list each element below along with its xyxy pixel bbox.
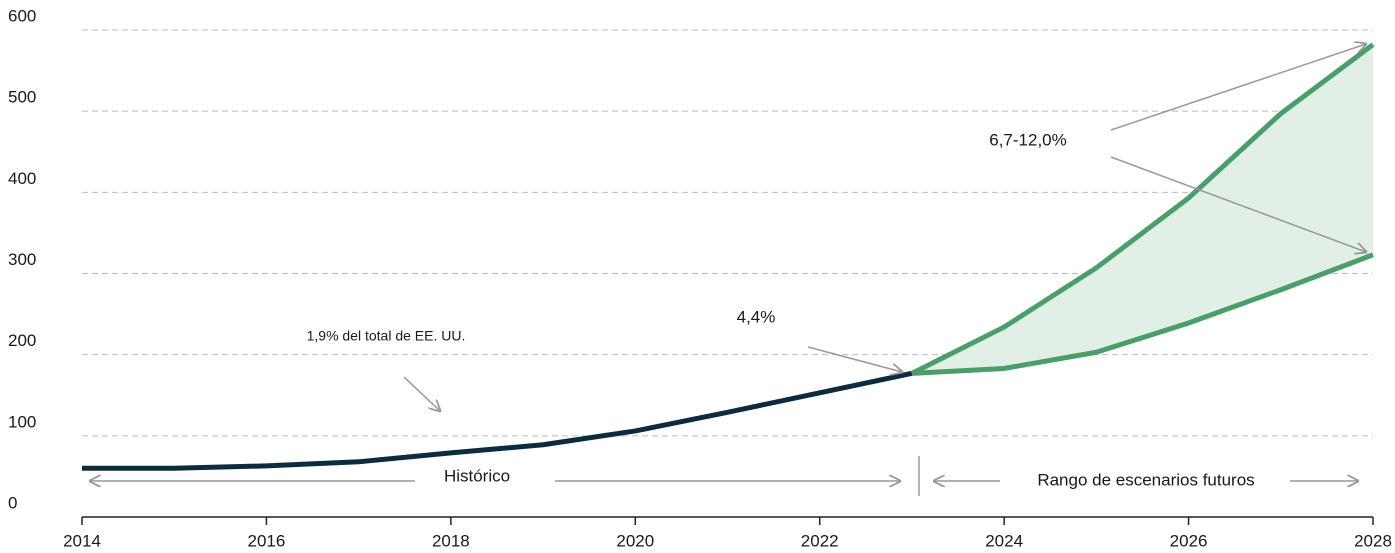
- x-tick-label: 2020: [616, 531, 654, 550]
- y-tick-label: 500: [8, 88, 36, 107]
- series-line: [82, 370, 913, 471]
- annotation: 4,4%: [737, 307, 776, 326]
- series-line: [910, 42, 1375, 376]
- range-area: [911, 44, 1373, 374]
- arrow: [1110, 156, 1366, 252]
- arrow: [807, 346, 902, 372]
- y-tick-label: 100: [8, 412, 36, 431]
- x-tick-label: 2014: [63, 531, 101, 550]
- x-tick-label: 2024: [985, 531, 1023, 550]
- series-line: [911, 252, 1374, 376]
- annotation-arrows: [90, 44, 1366, 496]
- y-tick-label: 200: [8, 331, 36, 350]
- arrow: [403, 376, 440, 411]
- annotation: 6,7-12,0%: [989, 130, 1067, 149]
- y-tick-label: 600: [8, 6, 36, 25]
- annotation: Rango de escenarios futuros: [1037, 470, 1254, 489]
- x-tick-label: 2016: [248, 531, 286, 550]
- annotation: Histórico: [444, 466, 510, 485]
- arrow: [1110, 44, 1366, 131]
- x-tick-label: 2022: [801, 531, 839, 550]
- y-tick-label: 400: [8, 169, 36, 188]
- y-tick-label: 0: [8, 493, 17, 512]
- y-tick-label: 300: [8, 250, 36, 269]
- x-tick-label: 2028: [1354, 531, 1392, 550]
- x-tick-label: 2018: [432, 531, 470, 550]
- annotation: 1,9% del total de EE. UU.: [307, 328, 466, 344]
- x-tick-label: 2026: [1170, 531, 1208, 550]
- plot: 0 100 200 300 400 500 600 2014 2016 2018 2020 2022 2…: [8, 6, 1392, 550]
